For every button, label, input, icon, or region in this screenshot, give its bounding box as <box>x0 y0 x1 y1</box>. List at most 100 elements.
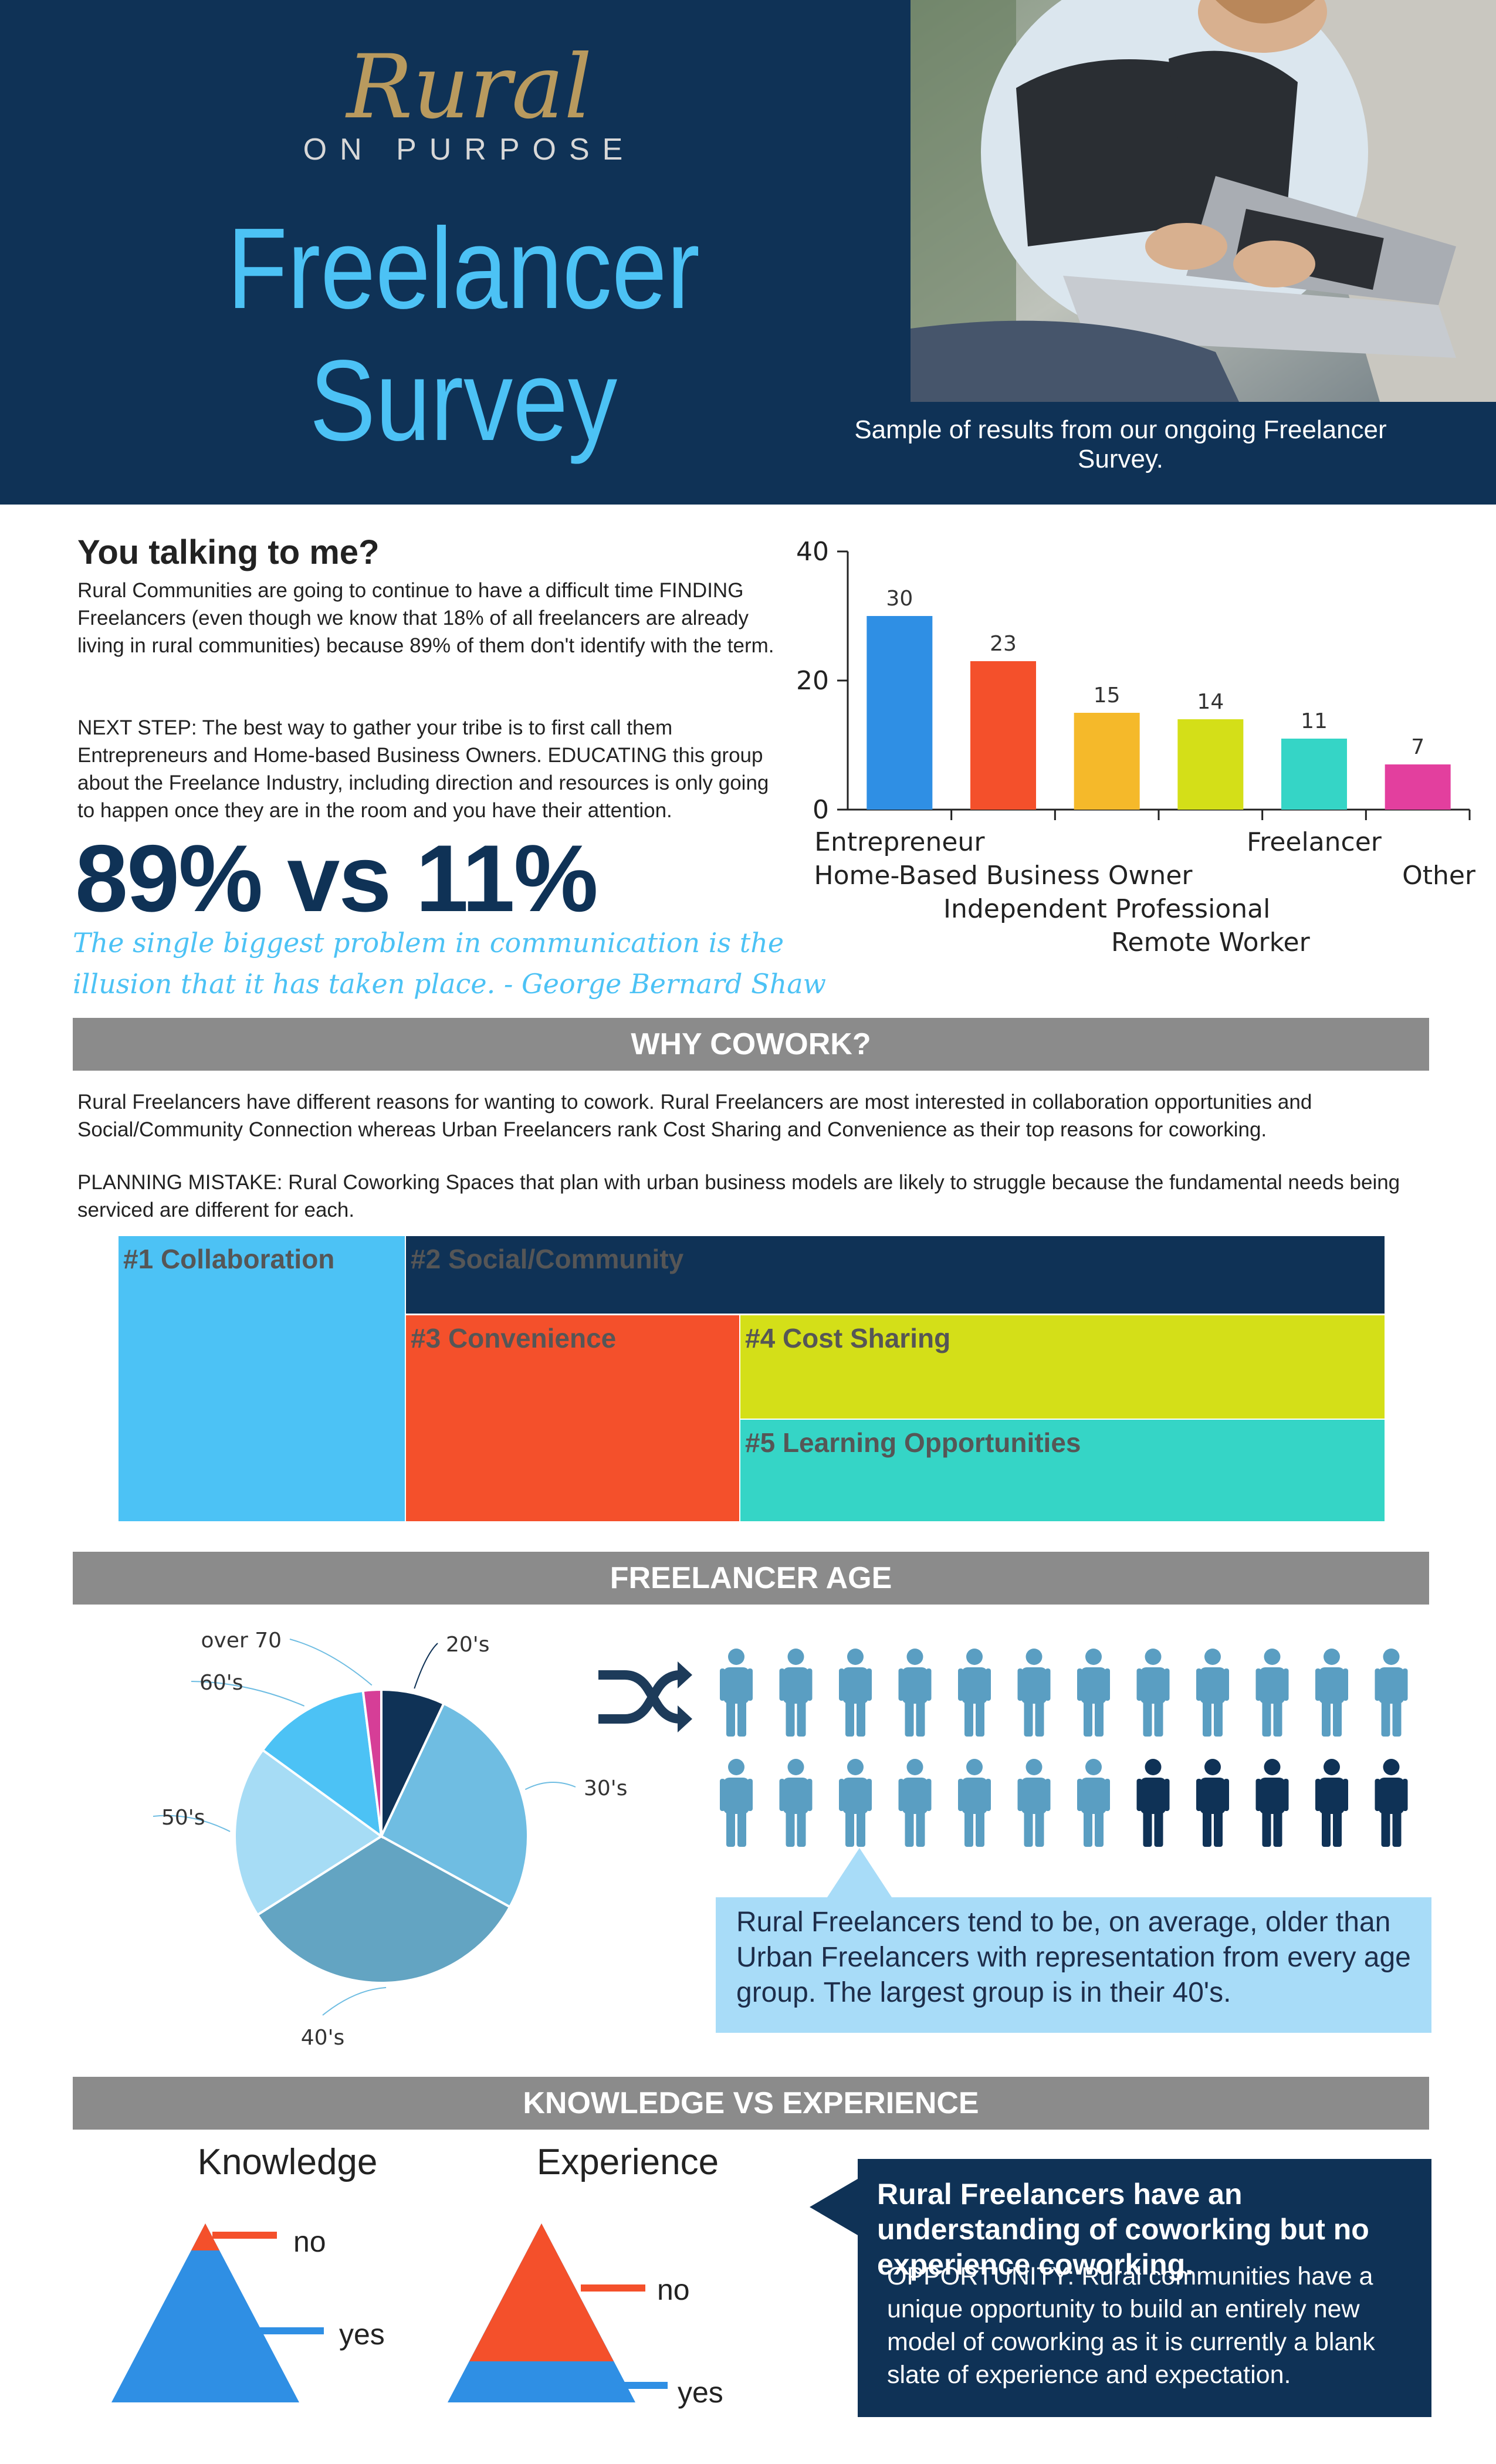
svg-text:Rural: Rural <box>345 41 593 138</box>
treemap-collaboration: #1 Collaboration <box>117 1235 406 1522</box>
knowledge-no-region <box>191 2223 219 2250</box>
treemap-cost-sharing: #4 Cost Sharing <box>739 1314 1386 1420</box>
experience-no-label: no <box>657 2273 690 2306</box>
pie-leader-line <box>322 1986 387 2016</box>
y-tick-label: 0 <box>813 795 829 825</box>
pie-leader-line <box>524 1782 576 1791</box>
person-icon <box>779 1649 813 1737</box>
person-icon <box>1136 1649 1170 1737</box>
section-banner-age: FREELANCER AGE <box>73 1552 1429 1605</box>
pie-slice <box>260 1689 383 1839</box>
bar-value-label: 30 <box>886 587 913 611</box>
bar-value-label: 7 <box>1411 735 1424 759</box>
pie-slice-label: 20's <box>446 1633 489 1657</box>
age-note-pointer <box>827 1848 892 1897</box>
person-icon <box>1375 1759 1408 1847</box>
pie-slice-label: 50's <box>161 1806 205 1830</box>
person-icon <box>779 1759 813 1847</box>
pie-slice <box>233 1748 384 1917</box>
pie-slice-label: 40's <box>301 2026 344 2050</box>
bar <box>1177 719 1244 810</box>
person-icon <box>958 1649 991 1737</box>
person-icon <box>720 1649 753 1737</box>
person-icon <box>839 1649 872 1737</box>
treemap-label: #4 Cost Sharing <box>745 1323 951 1353</box>
person-icon <box>1315 1649 1348 1737</box>
logo-script: Rural <box>345 41 593 138</box>
hero-photo <box>911 0 1496 402</box>
treemap-label: #1 Collaboration <box>123 1244 335 1274</box>
pie-slice <box>361 1688 383 1837</box>
experience-title: Experience <box>536 2142 719 2182</box>
section-banner-knowledge: KNOWLEDGE VS EXPERIENCE <box>73 2077 1429 2130</box>
cowork-paragraph-2: PLANNING MISTAKE: Rural Coworking Spaces… <box>77 1171 1400 1221</box>
identity-bar-chart: 0 20 40 30 Entrepreneur 23 Home-Based Business… <box>796 537 1476 957</box>
treemap-label: #5 Learning Opportunities <box>745 1427 1081 1458</box>
bar <box>970 661 1036 810</box>
person-icon <box>1077 1759 1110 1847</box>
treemap-label: #2 Social/Community <box>411 1244 684 1274</box>
person-icon <box>1017 1649 1051 1737</box>
person-icon <box>898 1649 932 1737</box>
callout-heading: Rural Freelancers have an understanding … <box>877 2178 1369 2281</box>
y-tick-label: 20 <box>796 666 829 696</box>
cowork-paragraph-1: Rural Freelancers have different reasons… <box>77 1091 1312 1141</box>
x-category-label: Other <box>1402 861 1476 891</box>
person-icon <box>898 1759 932 1847</box>
bar <box>867 616 933 810</box>
x-category-label: Freelancer <box>1247 827 1382 857</box>
pie-leader-line <box>289 1639 373 1686</box>
person-icon <box>1077 1649 1110 1737</box>
pie-slice <box>380 1688 446 1837</box>
person-icon <box>1315 1759 1348 1847</box>
person-icon <box>1375 1649 1408 1737</box>
person-icon <box>1136 1759 1170 1847</box>
age-note-text: Rural Freelancers tend to be, on average… <box>736 1907 1411 2008</box>
logo-subtitle: ON PURPOSE <box>303 133 636 167</box>
pie-leader-line <box>191 1681 305 1707</box>
pie-slice-label: 60's <box>199 1671 243 1695</box>
x-category-label: Independent Professional <box>943 894 1270 924</box>
person-icon <box>958 1759 991 1847</box>
person-icon <box>1196 1649 1229 1737</box>
knowledge-title: Knowledge <box>197 2142 378 2182</box>
pie-leader-line <box>414 1643 438 1689</box>
age-note-box <box>716 1897 1431 2033</box>
bar <box>1385 764 1451 810</box>
treemap-social-community: #2 Social/Community <box>405 1235 1386 1315</box>
age-pie-chart: 20's 30's 40's 50's 60's over 70 <box>153 1629 627 2050</box>
person-icon <box>1255 1649 1289 1737</box>
experience-no-region <box>469 2223 614 2361</box>
person-icon <box>720 1759 753 1847</box>
pie-slice <box>256 1835 512 1984</box>
pie-slice-label: over 70 <box>201 1629 282 1653</box>
opportunity-callout: Rural Freelancers have an understanding … <box>810 2159 1431 2417</box>
treemap-learning: #5 Learning Opportunities <box>739 1419 1386 1522</box>
treemap-convenience: #3 Convenience <box>405 1314 740 1522</box>
x-category-label: Home-Based Business Owner <box>814 861 1193 891</box>
bar-value-label: 11 <box>1301 709 1328 733</box>
treemap-label: #3 Convenience <box>411 1323 617 1353</box>
x-category-label: Entrepreneur <box>814 827 985 857</box>
bar-value-label: 14 <box>1197 690 1224 714</box>
page-title: Freelancer Survey <box>227 204 700 465</box>
person-icon <box>1196 1759 1229 1847</box>
knowledge-yes-region <box>111 2223 299 2402</box>
bar-value-label: 15 <box>1094 683 1121 708</box>
bar-value-label: 23 <box>990 632 1017 656</box>
bar <box>1074 713 1140 810</box>
intro-paragraph-2: NEXT STEP: The best way to gather your t… <box>77 716 769 822</box>
callout-body: OPPORTUNITY: Rural communities have a un… <box>887 2262 1375 2389</box>
x-category-label: Remote Worker <box>1111 928 1311 957</box>
y-tick-label: 40 <box>796 537 829 567</box>
intro-heading: You talking to me? <box>77 533 380 571</box>
section-banner-cowork: WHY COWORK? <box>73 1018 1429 1071</box>
person-icon <box>1017 1759 1051 1847</box>
experience-yes-label: yes <box>678 2376 723 2409</box>
pie-slice-label: 30's <box>584 1776 627 1800</box>
person-icon <box>1255 1759 1289 1847</box>
quote: The single biggest problem in communicat… <box>73 927 827 1000</box>
shuffle-icon <box>598 1661 692 1732</box>
big-stat: 89% vs 11% <box>75 825 598 932</box>
knowledge-experience-pyramids: no yes no yes <box>111 2223 723 2409</box>
